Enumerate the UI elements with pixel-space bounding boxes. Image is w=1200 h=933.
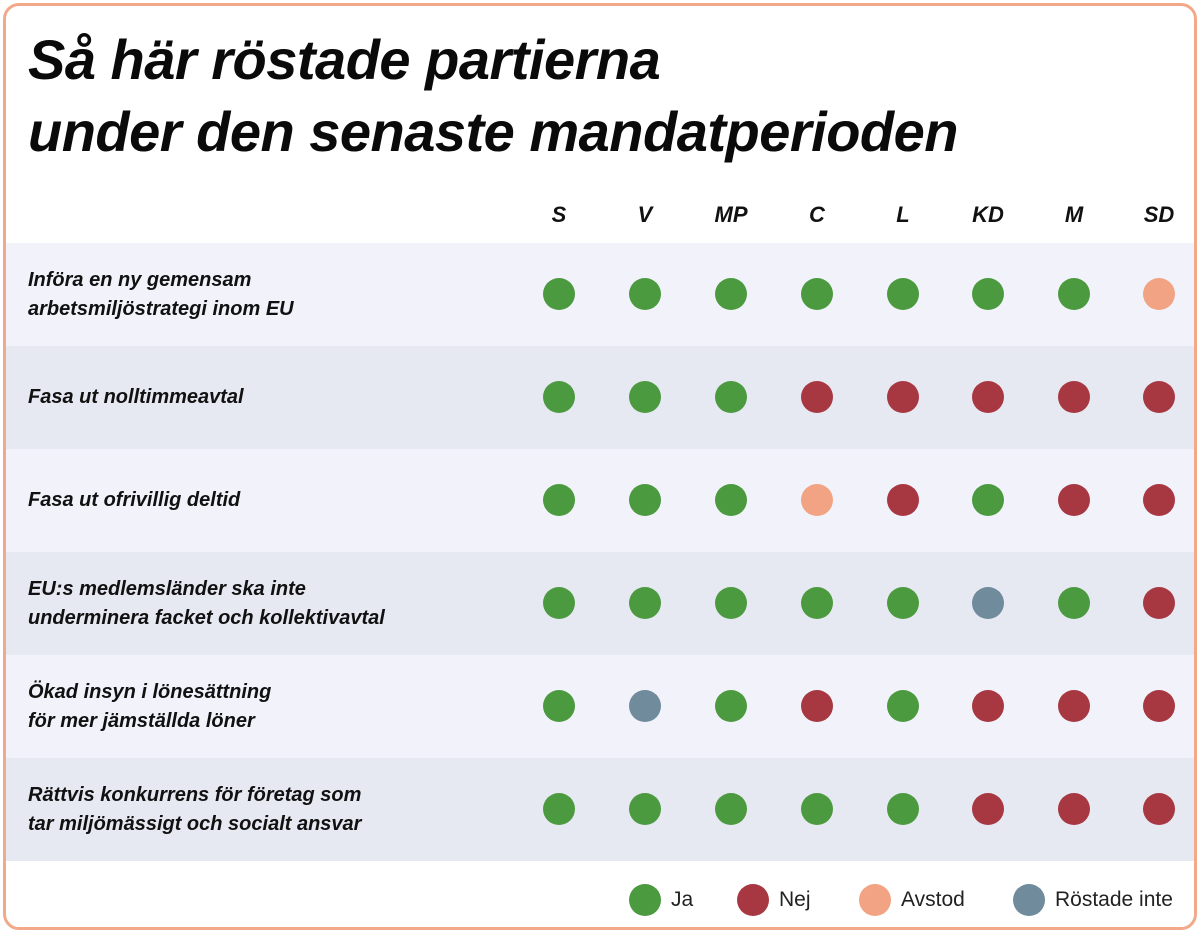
table-row: Fasa ut nolltimmeavtal <box>6 346 1194 449</box>
legend-label: Nej <box>779 888 811 911</box>
vote-dot-v <box>629 484 661 516</box>
row-label-text: Rättvis konkurrens för företag som tar m… <box>28 783 362 835</box>
vote-dot-kd <box>972 793 1004 825</box>
vote-dot-sd <box>1143 690 1175 722</box>
legend-swatch <box>629 884 661 916</box>
vote-dot-m <box>1058 484 1090 516</box>
chart-card: Så här röstade partierna under den senas… <box>3 3 1197 930</box>
vote-dot-v <box>629 381 661 413</box>
vote-dot-l <box>887 690 919 722</box>
table-row: Rättvis konkurrens för företag som tar m… <box>6 758 1194 861</box>
party-header-m: M <box>1064 202 1084 227</box>
vote-dot-kd <box>972 484 1004 516</box>
vote-dot-sd <box>1143 484 1175 516</box>
vote-dot-c <box>801 793 833 825</box>
row-label: Ökad insyn i lönesättning för mer jämstä… <box>28 655 498 758</box>
vote-dot-kd <box>972 690 1004 722</box>
vote-dot-s <box>543 484 575 516</box>
party-header-sd: SD <box>1143 202 1175 227</box>
row-label-text: EU:s medlemsländer ska inte underminera … <box>28 577 385 629</box>
row-label-text: Ökad insyn i lönesättning för mer jämstä… <box>28 680 272 732</box>
vote-dot-mp <box>715 278 747 310</box>
party-header-mp: MP <box>714 202 748 227</box>
vote-dot-c <box>801 278 833 310</box>
vote-dot-mp <box>715 793 747 825</box>
row-label: Införa en ny gemensam arbetsmiljöstrateg… <box>28 243 498 346</box>
vote-dot-s <box>543 587 575 619</box>
table-row: Ökad insyn i lönesättning för mer jämstä… <box>6 655 1194 758</box>
vote-dot-kd <box>972 381 1004 413</box>
row-label-text: Införa en ny gemensam arbetsmiljöstrateg… <box>28 268 294 320</box>
vote-dot-l <box>887 793 919 825</box>
vote-dot-mp <box>715 484 747 516</box>
vote-dot-v <box>629 690 661 722</box>
legend-item: Avstod <box>859 884 965 916</box>
vote-dot-m <box>1058 381 1090 413</box>
vote-dot-kd <box>972 587 1004 619</box>
party-header-s: S <box>551 202 567 227</box>
vote-dot-m <box>1058 793 1090 825</box>
legend-item: Ja <box>629 884 693 916</box>
vote-dot-sd <box>1143 381 1175 413</box>
table-row: Införa en ny gemensam arbetsmiljöstrateg… <box>6 243 1194 346</box>
vote-dot-l <box>887 484 919 516</box>
legend-item: Nej <box>737 884 811 916</box>
table-row: EU:s medlemsländer ska inte underminera … <box>6 552 1194 655</box>
party-header-kd: KD <box>972 202 1004 227</box>
chart-title: Så här röstade partierna under den senas… <box>28 24 958 168</box>
legend-label: Ja <box>671 888 694 911</box>
party-header-l: L <box>896 202 910 227</box>
vote-dot-m <box>1058 278 1090 310</box>
vote-dot-mp <box>715 587 747 619</box>
vote-dot-sd <box>1143 587 1175 619</box>
legend-swatch <box>1013 884 1045 916</box>
vote-dot-s <box>543 793 575 825</box>
legend-swatch <box>859 884 891 916</box>
vote-dot-sd <box>1143 278 1175 310</box>
vote-dot-v <box>629 278 661 310</box>
vote-dot-c <box>801 690 833 722</box>
row-label: Rättvis konkurrens för företag som tar m… <box>28 758 498 861</box>
chart-title-line-2: under den senaste mandatperioden <box>28 100 958 163</box>
vote-dot-c <box>801 381 833 413</box>
legend-swatch <box>737 884 769 916</box>
row-label: Fasa ut nolltimmeavtal <box>28 346 498 449</box>
vote-dot-l <box>887 381 919 413</box>
vote-dot-c <box>801 484 833 516</box>
chart-title-line-1: Så här röstade partierna <box>28 28 661 91</box>
vote-dot-v <box>629 587 661 619</box>
row-label: Fasa ut ofrivillig deltid <box>28 449 498 552</box>
row-label-text: Fasa ut nolltimmeavtal <box>28 386 244 408</box>
table-row: Fasa ut ofrivillig deltid <box>6 449 1194 552</box>
vote-dot-sd <box>1143 793 1175 825</box>
vote-dot-s <box>543 381 575 413</box>
vote-dot-m <box>1058 587 1090 619</box>
row-label: EU:s medlemsländer ska inte underminera … <box>28 552 498 655</box>
vote-dot-mp <box>715 381 747 413</box>
vote-dot-m <box>1058 690 1090 722</box>
legend-item: Röstade inte <box>1013 884 1173 916</box>
vote-dot-kd <box>972 278 1004 310</box>
party-header-c: C <box>809 202 825 227</box>
legend-label: Röstade inte <box>1055 888 1173 911</box>
vote-dot-s <box>543 278 575 310</box>
vote-dot-v <box>629 793 661 825</box>
vote-dot-s <box>543 690 575 722</box>
vote-dot-l <box>887 587 919 619</box>
party-header-v: V <box>637 202 653 227</box>
vote-dot-l <box>887 278 919 310</box>
row-label-text: Fasa ut ofrivillig deltid <box>28 489 241 511</box>
vote-dot-c <box>801 587 833 619</box>
vote-dot-mp <box>715 690 747 722</box>
legend-label: Avstod <box>901 888 965 911</box>
